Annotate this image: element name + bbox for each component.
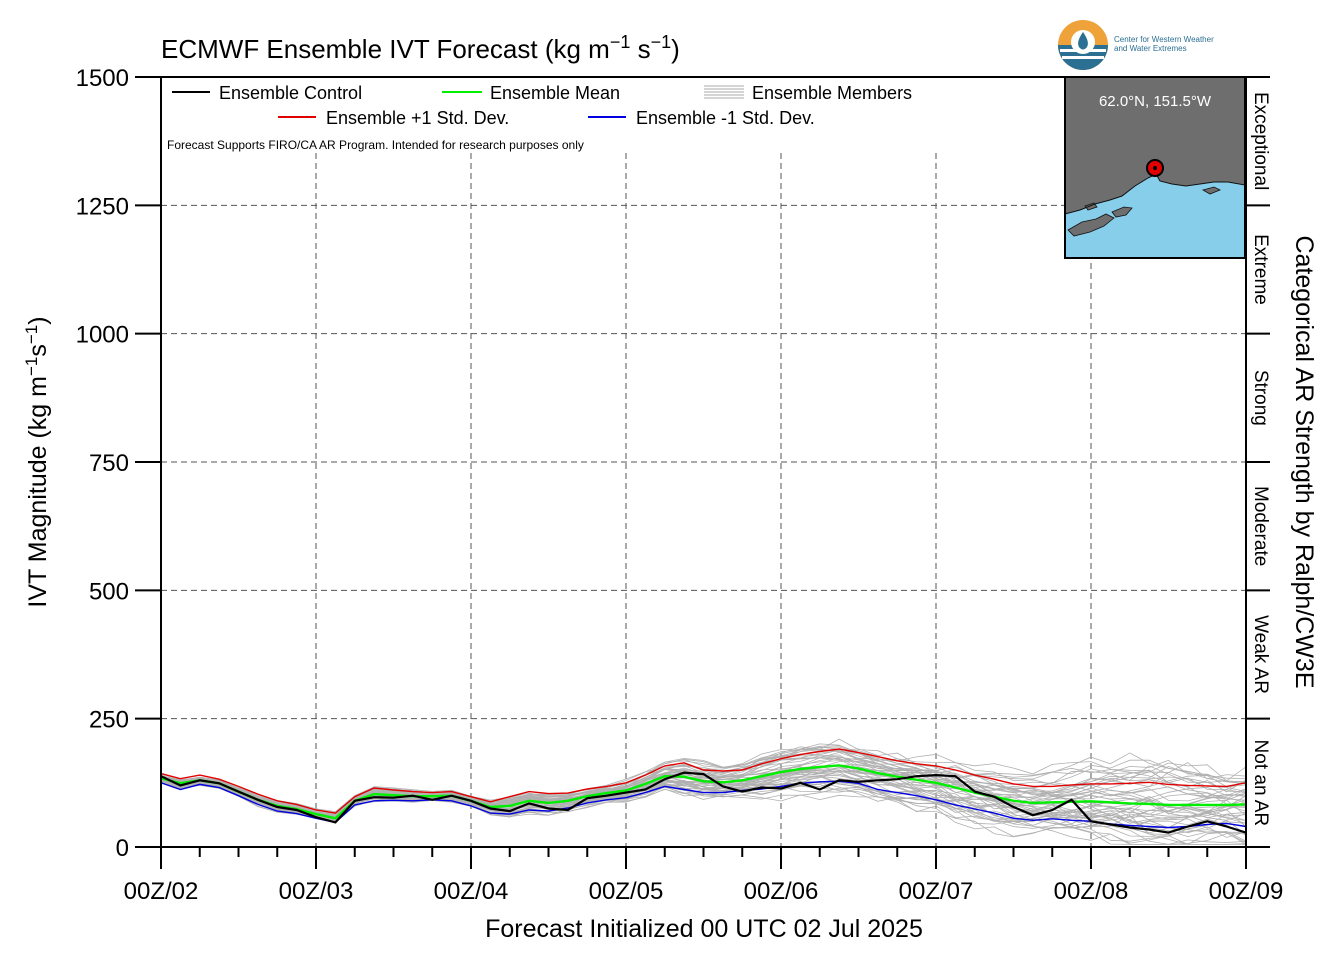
location-inset-map: 62.0°N, 151.5°W xyxy=(1064,76,1246,259)
x-tick-label: 00Z/07 xyxy=(899,878,974,905)
ar-category-axis: Not an AR Weak AR Moderate Strong Extreme Exc… xyxy=(1246,76,1271,848)
legend-label-control: Ensemble Control xyxy=(219,83,362,103)
x-axis-ticks: 00Z/02 00Z/03 00Z/04 00Z/05 00Z/06 00Z/07 00Z/… xyxy=(124,847,1284,905)
y-tick-label: 1500 xyxy=(76,65,129,92)
inset-islands xyxy=(1067,186,1221,237)
series-line-ensemble-control xyxy=(161,771,1246,834)
research-disclaimer: Forecast Supports FIRO/CA AR Program. In… xyxy=(167,138,584,152)
series-line-ensemble-1-std-dev xyxy=(161,748,1246,814)
y-tick-label: 1000 xyxy=(76,322,129,349)
legend-label-members: Ensemble Members xyxy=(752,83,912,103)
x-tick-label: 00Z/04 xyxy=(434,878,509,905)
grid-lines xyxy=(161,153,1246,847)
category-label: Moderate xyxy=(1250,486,1271,566)
svg-text:Center for Western Weather: Center for Western Weather xyxy=(1114,35,1214,44)
water-drop-icon xyxy=(1078,32,1088,50)
ensemble-member-line xyxy=(161,745,1246,816)
right-axis-label: Categorical AR Strength by Ralph/CW3E xyxy=(1290,236,1318,689)
legend: Ensemble Control Ensemble Mean Ensemble … xyxy=(167,83,912,152)
x-tick-label: 00Z/09 xyxy=(1209,878,1284,905)
svg-text:and Water Extremes: and Water Extremes xyxy=(1114,44,1187,53)
inset-inlet xyxy=(1122,174,1160,196)
series-lines xyxy=(161,748,1246,834)
legend-label-plus-std: Ensemble +1 Std. Dev. xyxy=(326,108,509,128)
x-axis-label: Forecast Initialized 00 UTC 02 Jul 2025 xyxy=(485,915,923,943)
y-axis-label: IVT Magnitude (kg m−1s−1) xyxy=(22,316,52,607)
x-tick-label: 00Z/03 xyxy=(279,878,354,905)
legend-label-minus-std: Ensemble -1 Std. Dev. xyxy=(636,108,815,128)
y-tick-label: 750 xyxy=(89,450,129,477)
chart-title: ECMWF Ensemble IVT Forecast (kg m−1 s−1) xyxy=(161,32,680,64)
x-tick-label: 00Z/08 xyxy=(1054,878,1129,905)
x-tick-label: 00Z/02 xyxy=(124,878,199,905)
legend-label-mean: Ensemble Mean xyxy=(490,83,620,103)
inset-frame xyxy=(1064,76,1246,259)
ensemble-member-line xyxy=(161,749,1246,813)
legend-swatch-members xyxy=(704,85,744,99)
y-tick-label: 0 xyxy=(116,835,129,862)
x-tick-label: 00Z/06 xyxy=(744,878,819,905)
category-label: Exceptional xyxy=(1250,92,1271,190)
category-label: Weak AR xyxy=(1250,615,1271,694)
ensemble-members xyxy=(161,738,1246,845)
location-marker-dot xyxy=(1153,166,1157,170)
inset-location-label: 62.0°N, 151.5°W xyxy=(1099,93,1212,110)
y-tick-label: 250 xyxy=(89,707,129,734)
ensemble-member-line xyxy=(161,748,1246,818)
y-axis-ticks: 0 250 500 750 1000 1250 1500 xyxy=(76,65,161,862)
cw3e-logo: Center for Western Weather and Water Ext… xyxy=(1058,20,1214,70)
category-label: Not an AR xyxy=(1250,740,1271,827)
x-tick-label: 00Z/05 xyxy=(589,878,664,905)
y-tick-label: 1250 xyxy=(76,193,129,220)
y-tick-label: 500 xyxy=(89,578,129,605)
category-label: Extreme xyxy=(1250,234,1271,305)
category-label: Strong xyxy=(1250,370,1271,426)
